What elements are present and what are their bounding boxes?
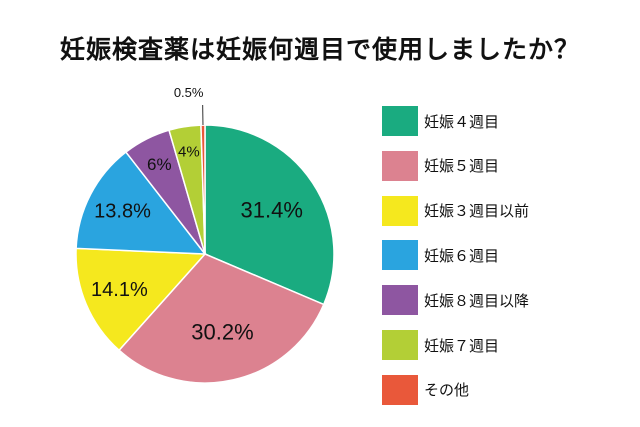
pie-slice-3: [75, 247, 207, 352]
legend-label: 妊娠５週目: [424, 157, 500, 176]
legend-label: 妊娠４週目: [424, 112, 500, 131]
slice-value-label-2: 30.2%: [191, 320, 253, 345]
legend-item-4: 妊娠６週目: [382, 240, 622, 271]
pie-slice-4: [75, 151, 207, 255]
legend-item-7: その他: [382, 374, 622, 405]
legend-label: 妊娠８週目以降: [424, 291, 530, 310]
legend-label: 妊娠７週目: [424, 336, 500, 355]
legend-swatch: [382, 330, 418, 360]
legend-item-6: 妊娠７週目: [382, 330, 622, 360]
slice-value-label-6: 4%: [178, 144, 200, 161]
legend-label: 妊娠３週目以前: [424, 202, 530, 221]
legend-item-2: 妊娠５週目: [382, 150, 622, 181]
slice-value-label-3: 14.1%: [91, 279, 148, 301]
slice-value-label-7: 0.5%: [174, 85, 204, 100]
pie-slice-2: [118, 253, 325, 384]
pie-slice-1: [204, 124, 335, 306]
legend-swatch: [382, 240, 418, 271]
slice-value-label-1: 31.4%: [241, 197, 303, 222]
legend-swatch: [382, 374, 418, 405]
legend-item-5: 妊娠８週目以降: [382, 285, 622, 316]
legend-item-3: 妊娠３週目以前: [382, 195, 622, 226]
pie-slice-7: [200, 124, 206, 255]
slice-value-label-5: 6%: [147, 155, 172, 174]
legend-label: その他: [424, 381, 470, 400]
legend-item-1: 妊娠４週目: [382, 106, 622, 136]
legend-swatch: [382, 106, 418, 136]
legend-swatch: [382, 150, 418, 181]
chart-title: 妊娠検査薬は妊娠何週目で使用しましたか？: [59, 35, 580, 64]
legend-label: 妊娠６週目: [424, 246, 500, 265]
legend-swatch: [382, 285, 418, 316]
slice-value-label-4: 13.8%: [94, 200, 151, 222]
legend-swatch: [382, 195, 418, 226]
